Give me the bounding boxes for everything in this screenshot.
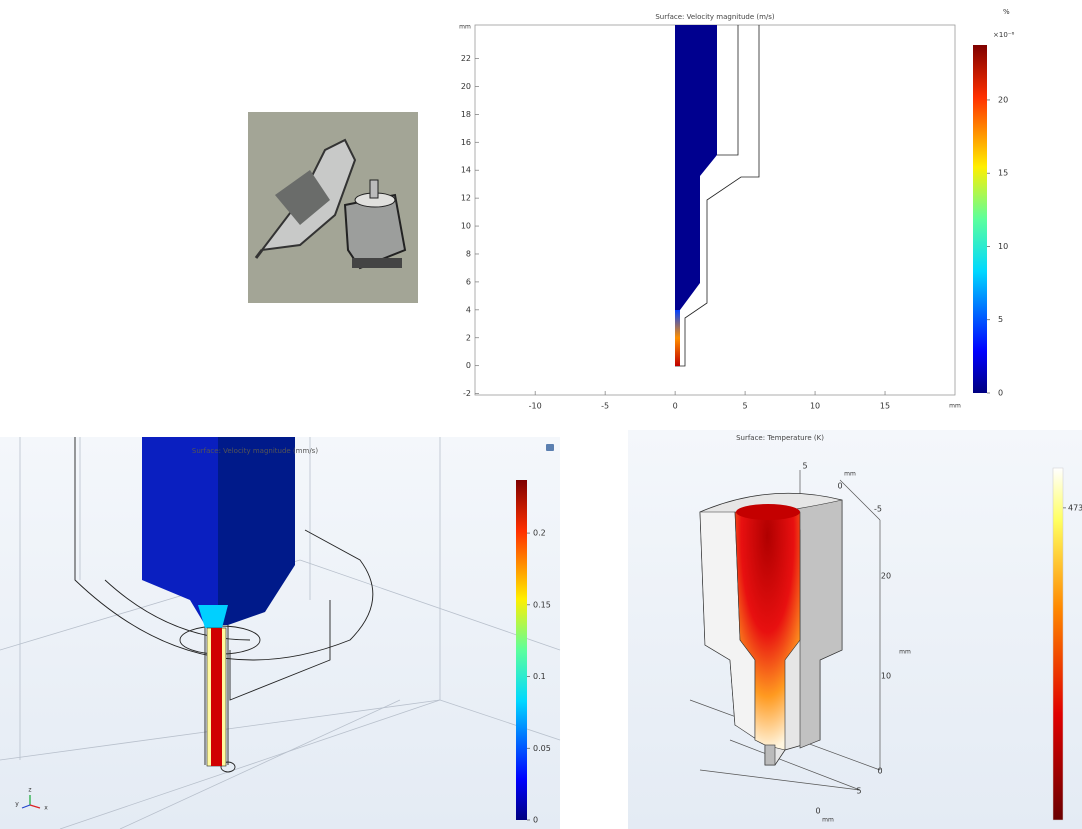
y-unit: mm <box>459 24 471 31</box>
colorbar-tick-label: 0.15 <box>533 600 551 609</box>
wall-outline <box>717 25 739 156</box>
colorbar-tick-label: 0 <box>998 389 1003 398</box>
colorbar <box>1052 467 1064 821</box>
x-tick-label: 15 <box>880 402 890 411</box>
flow-region <box>675 25 717 310</box>
y-tick-label: -2 <box>463 389 471 398</box>
axis-label: x <box>44 805 48 812</box>
axis-label: mm <box>899 649 911 656</box>
velocity-2d-plot: Surface: Velocity magnitude (m/s) % mm m… <box>459 8 1014 410</box>
axis-label: -5 <box>874 505 882 514</box>
photo <box>248 112 418 303</box>
y-tick-label: 4 <box>466 305 471 314</box>
y-tick-label: 10 <box>461 222 471 231</box>
y-tick-label: 14 <box>461 166 471 175</box>
x-tick-label: -5 <box>601 402 609 411</box>
axis-label: 0 <box>837 482 842 491</box>
colorbar-tick-label: 0 <box>533 816 538 825</box>
plot-title: Surface: Velocity magnitude (m/s) <box>655 13 775 21</box>
x-tick-label: -10 <box>529 402 542 411</box>
axis-label: 0 <box>815 807 820 816</box>
plot-title: Surface: Velocity magnitude (mm/s) <box>192 447 318 455</box>
colorbar-tick-label: 0.05 <box>533 744 551 753</box>
y-tick-label: 16 <box>461 138 471 147</box>
y-tick-label: 22 <box>461 54 471 63</box>
colorbar <box>516 480 527 820</box>
axis-label: z <box>28 787 31 794</box>
y-tick-label: 2 <box>466 333 471 342</box>
toolbar-icon[interactable] <box>546 444 554 451</box>
axis-label: 20 <box>881 572 891 581</box>
plot-title: Surface: Temperature (K) <box>736 434 824 442</box>
x-tick-label: 10 <box>810 402 820 411</box>
y-tick-label: 18 <box>461 110 471 119</box>
colorbar-tick-label: 473 <box>1068 503 1082 512</box>
axis-label: mm <box>844 471 856 478</box>
axis-label: 0 <box>877 767 882 776</box>
axis-label: mm <box>822 817 834 824</box>
velocity-3d-plot: Surface: Velocity magnitude (mm/s) z y x <box>0 437 561 829</box>
colorbar-tick-label: 5 <box>998 315 1003 324</box>
axis-label: 5 <box>856 787 861 796</box>
colorbar-tick-label: 10 <box>998 242 1008 251</box>
nozzle-region <box>675 310 680 366</box>
y-tick-label: 12 <box>461 194 471 203</box>
y-tick-label: 6 <box>466 277 471 286</box>
y-tick-label: 8 <box>466 249 471 258</box>
x-unit: mm <box>949 403 961 410</box>
axis-label: 10 <box>881 672 891 681</box>
y-tick-label: 20 <box>461 82 471 91</box>
y-tick-label: 0 <box>466 361 471 370</box>
colorbar-tick-label: 0.2 <box>533 529 546 538</box>
colorbar-tick-label: 15 <box>998 169 1008 178</box>
x-tick-label: 0 <box>673 402 678 411</box>
corner-label: % <box>1003 8 1010 16</box>
wall-outline <box>675 25 760 367</box>
temperature-3d-plot: Surface: Temperature (K) 5 mm 0 -5 20 mm… <box>628 430 1082 829</box>
x-tick-label: 5 <box>743 402 748 411</box>
colorbar-tick-label: 20 <box>998 95 1008 104</box>
colorbar-multiplier: ×10⁻⁶ <box>993 31 1014 39</box>
colorbar-tick-label: 0.1 <box>533 672 546 681</box>
colorbar <box>973 45 987 393</box>
axis-label: 5 <box>802 462 807 471</box>
axis-label: y <box>15 801 19 808</box>
